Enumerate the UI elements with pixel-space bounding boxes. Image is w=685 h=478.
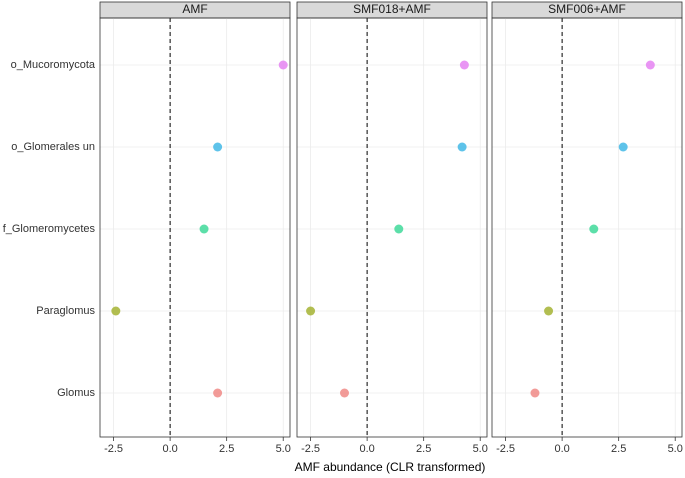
x-tick-label: 5.0 xyxy=(473,443,488,455)
panel-border xyxy=(296,17,488,438)
panel-border xyxy=(99,17,291,438)
dot xyxy=(340,388,349,398)
x-tick-label: -2.5 xyxy=(496,443,515,455)
dot xyxy=(589,224,599,234)
dot xyxy=(457,142,467,152)
x-tick-label: 0.0 xyxy=(554,443,569,455)
strip-label: SMF018+AMF xyxy=(353,2,431,16)
y-tick-label: Paraglomus xyxy=(36,305,95,317)
dot xyxy=(213,142,223,152)
dot xyxy=(530,388,540,398)
x-tick-label: 5.0 xyxy=(276,443,291,455)
y-tick-label: f_Glomeromycetes xyxy=(3,223,96,235)
x-tick-label: 2.5 xyxy=(611,443,626,455)
strip-label: SMF006+AMF xyxy=(548,2,626,16)
strip-label: AMF xyxy=(182,2,207,16)
dot xyxy=(459,60,469,70)
y-tick-label: Glomus xyxy=(57,387,95,399)
panel-border xyxy=(491,17,683,438)
dot xyxy=(278,60,288,70)
x-tick-label: 2.5 xyxy=(219,443,234,455)
y-tick-label: o_Mucoromycota xyxy=(11,59,96,71)
x-axis-label: AMF abundance (CLR transformed) xyxy=(295,460,486,474)
dot xyxy=(544,306,554,316)
x-tick-label: 5.0 xyxy=(668,443,683,455)
dot xyxy=(645,60,655,70)
x-tick-label: 2.5 xyxy=(416,443,431,455)
dot xyxy=(306,306,316,316)
x-tick-label: 0.0 xyxy=(359,443,374,455)
dot xyxy=(618,142,628,152)
dot xyxy=(111,306,121,316)
dot xyxy=(199,224,209,234)
dot xyxy=(394,224,404,234)
x-tick-label: -2.5 xyxy=(301,443,320,455)
dot xyxy=(213,388,223,398)
x-tick-label: 0.0 xyxy=(162,443,177,455)
x-tick-label: -2.5 xyxy=(104,443,123,455)
y-tick-label: o_Glomerales un xyxy=(11,141,95,153)
